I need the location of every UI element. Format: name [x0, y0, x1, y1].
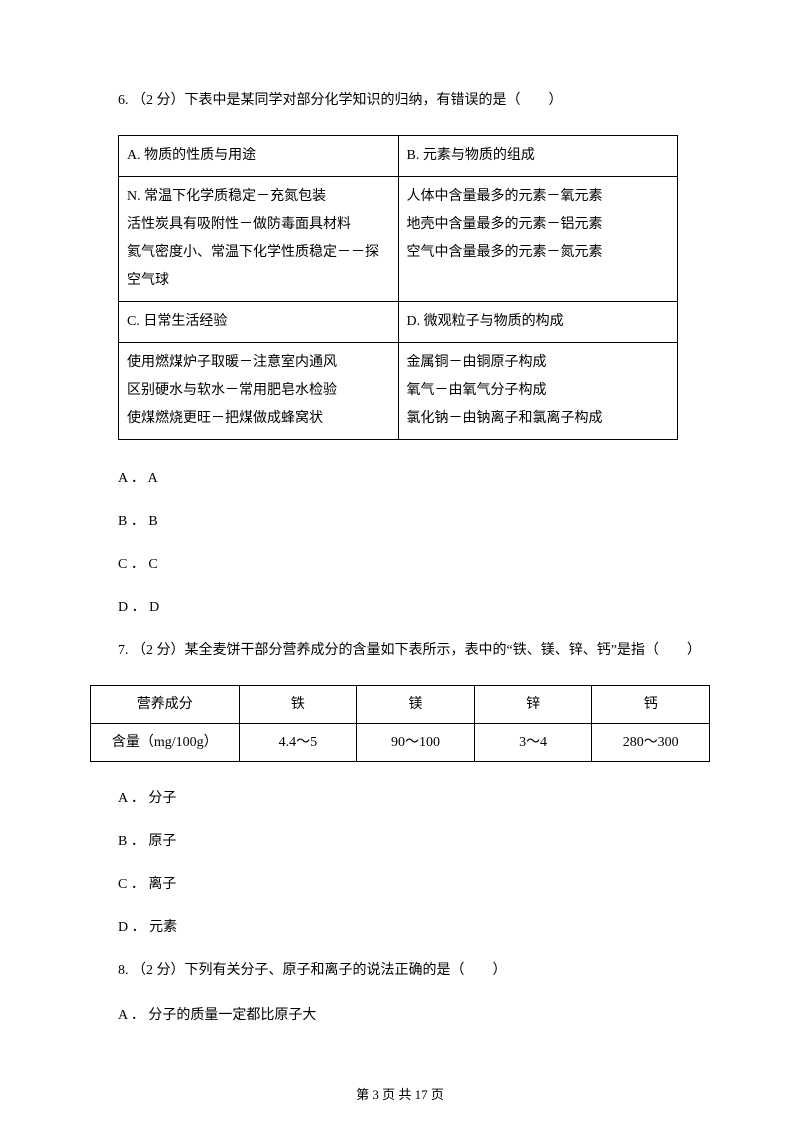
q7-r4: 280～300 — [592, 724, 710, 762]
q6-t-r1c1: A. 物质的性质与用途 — [119, 136, 399, 177]
q6-table: A. 物质的性质与用途 B. 元素与物质的组成 N. 常温下化学质稳定－充氮包装… — [118, 135, 678, 440]
q8-stem: 8. （2 分）下列有关分子、原子和离子的说法正确的是（ ） — [90, 960, 710, 981]
q6-stem: 6. （2 分）下表中是某同学对部分化学知识的归纳，有错误的是（ ） — [90, 90, 710, 111]
q7-r0: 含量（mg/100g） — [91, 724, 240, 762]
q6-option-d: D ． D — [90, 597, 710, 618]
q7-option-a: A ． 分子 — [90, 788, 710, 809]
q6-option-b: B ． B — [90, 511, 710, 532]
q7-th2: 镁 — [357, 686, 475, 724]
q6-t-r1c2: B. 元素与物质的组成 — [398, 136, 678, 177]
q6-option-a: A ． A — [90, 468, 710, 489]
q6-t-r3c2: D. 微观粒子与物质的构成 — [398, 302, 678, 343]
q6-t-r2c1: N. 常温下化学质稳定－充氮包装活性炭具有吸附性－做防毒面具材料氦气密度小、常温… — [119, 177, 399, 302]
q7-r3: 3～4 — [474, 724, 592, 762]
q6-option-c: C ． C — [90, 554, 710, 575]
q6-t-r4c1: 使用燃煤炉子取暖－注意室内通风区别硬水与软水－常用肥皂水检验使煤燃烧更旺－把煤做… — [119, 343, 399, 440]
q6-t-r2c2: 人体中含量最多的元素－氧元素地壳中含量最多的元素－铝元素空气中含量最多的元素－氮… — [398, 177, 678, 302]
q7-option-b: B ． 原子 — [90, 831, 710, 852]
q7-r2: 90～100 — [357, 724, 475, 762]
q7-th3: 锌 — [474, 686, 592, 724]
q7-stem: 7. （2 分）某全麦饼干部分营养成分的含量如下表所示，表中的“铁、镁、锌、钙”… — [90, 640, 710, 661]
q7-table: 营养成分 铁 镁 锌 钙 含量（mg/100g） 4.4～5 90～100 3～… — [90, 685, 710, 762]
q7-option-c: C ． 离子 — [90, 874, 710, 895]
q8-option-a: A ． 分子的质量一定都比原子大 — [90, 1005, 710, 1026]
q7-r1: 4.4～5 — [239, 724, 357, 762]
q6-t-r4c2: 金属铜－由铜原子构成氧气－由氧气分子构成氯化钠－由钠离子和氯离子构成 — [398, 343, 678, 440]
q7-th1: 铁 — [239, 686, 357, 724]
page-footer: 第 3 页 共 17 页 — [0, 1085, 800, 1105]
q7-th4: 钙 — [592, 686, 710, 724]
q7-option-d: D ． 元素 — [90, 917, 710, 938]
q6-t-r3c1: C. 日常生活经验 — [119, 302, 399, 343]
q7-th0: 营养成分 — [91, 686, 240, 724]
